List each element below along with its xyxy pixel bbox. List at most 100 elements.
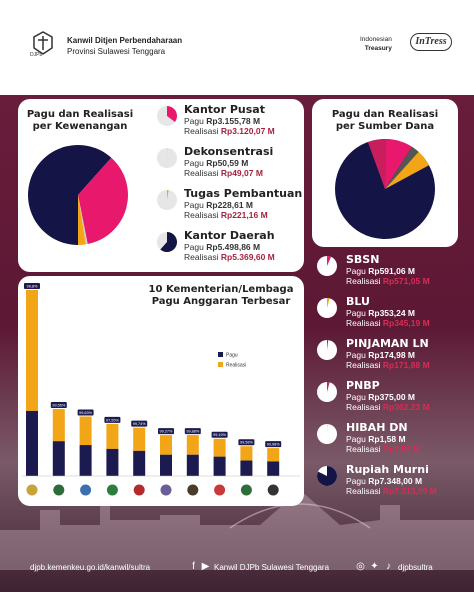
pie-slice-kantor-daerah <box>27 144 112 245</box>
bar-pagu <box>213 456 226 476</box>
entry-realisasi: Realisasi Rp5.369,60 M <box>184 252 275 262</box>
data-label: 99,19% <box>213 433 227 437</box>
kl-logo-icon <box>26 484 38 496</box>
kl-logo-icon <box>53 484 65 496</box>
kl-bar-chart: 99,8% 99,56% 99,63% 97,55% 99,74% 99,27% 99,88… <box>22 283 300 496</box>
kewenangan-card: Pagu dan Realisasi per Kewenangan Kantor… <box>18 99 304 272</box>
entry-realisasi: Realisasi Rp345,19 M <box>346 318 430 328</box>
bar-pagu <box>26 410 38 476</box>
org-line1: Kanwil Ditjen Perbendaharaan <box>67 36 183 45</box>
footer-website[interactable]: djpb.kemenkeu.go.id/kanwil/sultra <box>30 563 151 572</box>
kewenangan-entry: Tugas Pembantuan Pagu Rp228,61 M Realisasi… <box>184 187 302 220</box>
facebook-icon[interactable]: f <box>192 561 195 572</box>
entry-realisasi: Realisasi Rp362,23 M <box>346 402 430 412</box>
data-label: 99,74% <box>133 422 147 426</box>
data-label-bg <box>77 409 94 416</box>
entry-name: Dekonsentrasi <box>184 145 274 158</box>
entry-name: Kantor Pusat <box>184 103 265 116</box>
data-label: 99,58% <box>240 441 254 445</box>
kl-title-line1: 10 Kementerian/Lembaga <box>148 284 294 295</box>
kl-logo-icon <box>80 484 92 496</box>
mini-pie-slice <box>327 298 330 308</box>
pie-slice-dekonsentrasi <box>78 195 88 245</box>
bar-pagu <box>79 445 92 476</box>
pie-slice-pinjaman-ln <box>385 146 419 189</box>
pie-slice-blu <box>385 151 429 189</box>
djpb-logo-icon <box>33 31 53 55</box>
data-label-bg <box>211 431 228 438</box>
data-label-bg <box>184 428 201 435</box>
kl-logo-icon <box>267 484 279 496</box>
bar-pagu <box>186 454 199 476</box>
instagram-icon[interactable]: ◎ <box>356 561 365 572</box>
bar-group-5: 99,74% <box>131 420 148 496</box>
bar-realisasi <box>52 409 65 442</box>
sumber-dana-entry: PNBP Pagu Rp375,00 M Realisasi Rp362,23 M <box>346 379 430 412</box>
data-label: 99,63% <box>79 411 93 415</box>
sumber-dana-entry: HIBAH DN Pagu Rp1,58 M Realisasi Rp1,58 M <box>346 421 420 454</box>
legend-label-realisasi: Realisasi <box>226 363 246 369</box>
bar-realisasi <box>26 290 38 411</box>
pie-slice-sbsn <box>385 139 412 189</box>
pie-slice-tugas-pembantuan <box>78 195 86 245</box>
entry-pagu: Pagu Rp353,24 M <box>346 308 416 318</box>
data-label-bg <box>158 428 174 435</box>
data-label-bg <box>265 441 282 448</box>
legend-label-pagu: Pagu <box>226 353 238 359</box>
mini-pie-pnbp <box>317 382 337 402</box>
entry-pagu: Pagu Rp228,61 M <box>184 200 254 210</box>
header-bar: DJPb Kanwil Ditjen Perbendaharaan Provin… <box>0 0 474 95</box>
kl-logo-icon <box>240 484 252 496</box>
entry-name: BLU <box>346 295 370 308</box>
kl-logo-icon <box>106 484 118 496</box>
sumber-dana-entry: SBSN Pagu Rp591,06 M Realisasi Rp571,05 M <box>346 253 430 286</box>
bar-group-10: 99,98% <box>265 441 282 496</box>
entry-name: PNBP <box>346 379 380 392</box>
entry-pagu: Pagu Rp375,00 M <box>346 392 416 402</box>
entry-pagu: Pagu Rp3.155,78 M <box>184 116 261 126</box>
kewenangan-title: Pagu dan Realisasi per Kewenangan <box>24 109 136 133</box>
entry-realisasi: Realisasi Rp3.120,07 M <box>184 126 275 136</box>
entry-name: Tugas Pembantuan <box>184 187 303 200</box>
kl-chart-card: 10 Kementerian/Lembaga Pagu Anggaran Ter… <box>18 276 304 506</box>
mini-pie-pinjaman-ln <box>317 340 337 360</box>
mini-pie-1 <box>157 106 177 126</box>
bar-group-8: 99,19% <box>211 431 228 496</box>
logo-caption: DJPb <box>30 52 43 58</box>
pie-slice-pnbp <box>367 139 386 189</box>
org-line2: Provinsi Sulawesi Tenggara <box>67 47 166 56</box>
pie-slice-kantor-pusat <box>78 157 128 245</box>
mini-pie-slice <box>317 466 337 486</box>
entry-name: SBSN <box>346 253 380 266</box>
sumber-dana-title-line2: per Sumber Dana <box>335 121 435 132</box>
kl-logo-icon <box>133 484 145 496</box>
kl-logo-icon <box>214 484 226 496</box>
data-label: 97,55% <box>106 418 120 422</box>
entry-pagu: Pagu Rp591,06 M <box>346 266 416 276</box>
tiktok-icon[interactable]: ♪ <box>386 561 391 572</box>
bar-realisasi <box>213 438 226 457</box>
mini-pie-slice <box>160 232 177 252</box>
kewenangan-entry: Kantor Pusat Pagu Rp3.155,78 M Realisasi R… <box>184 103 275 136</box>
mini-pie-hibah-dn <box>317 424 337 444</box>
footer-channel[interactable]: Kanwil DJPb Sulawesi Tenggara <box>214 563 330 572</box>
bar-group-9: 99,58% <box>238 439 255 496</box>
data-label: 99,27% <box>160 429 174 433</box>
youtube-icon[interactable]: ▶ <box>201 561 210 572</box>
footer-handle[interactable]: djpbsultra <box>398 563 433 572</box>
treasury-line1: Indonesian <box>360 36 392 43</box>
bar-group-2: 99,56% <box>50 402 67 496</box>
mini-pie-3 <box>157 190 177 210</box>
twitter-icon[interactable]: ✦ <box>370 561 379 572</box>
entry-realisasi: Realisasi Rp571,05 M <box>346 276 430 286</box>
mini-pie-slice <box>327 382 330 392</box>
entry-name: Rupiah Murni <box>346 463 429 476</box>
bar-pagu <box>106 448 119 476</box>
treasury-label: Indonesian Treasury <box>360 35 392 53</box>
legend-swatch-realisasi <box>218 362 223 367</box>
kl-logo-icon <box>160 484 172 496</box>
mini-pie-sbsn <box>317 256 337 276</box>
sumber-dana-entry: PINJAMAN LN Pagu Rp174,98 M Realisasi Rp17… <box>346 337 430 370</box>
sumber-dana-entry: Rupiah Murni Pagu Rp7.348,00 M Realisasi R… <box>346 463 437 496</box>
